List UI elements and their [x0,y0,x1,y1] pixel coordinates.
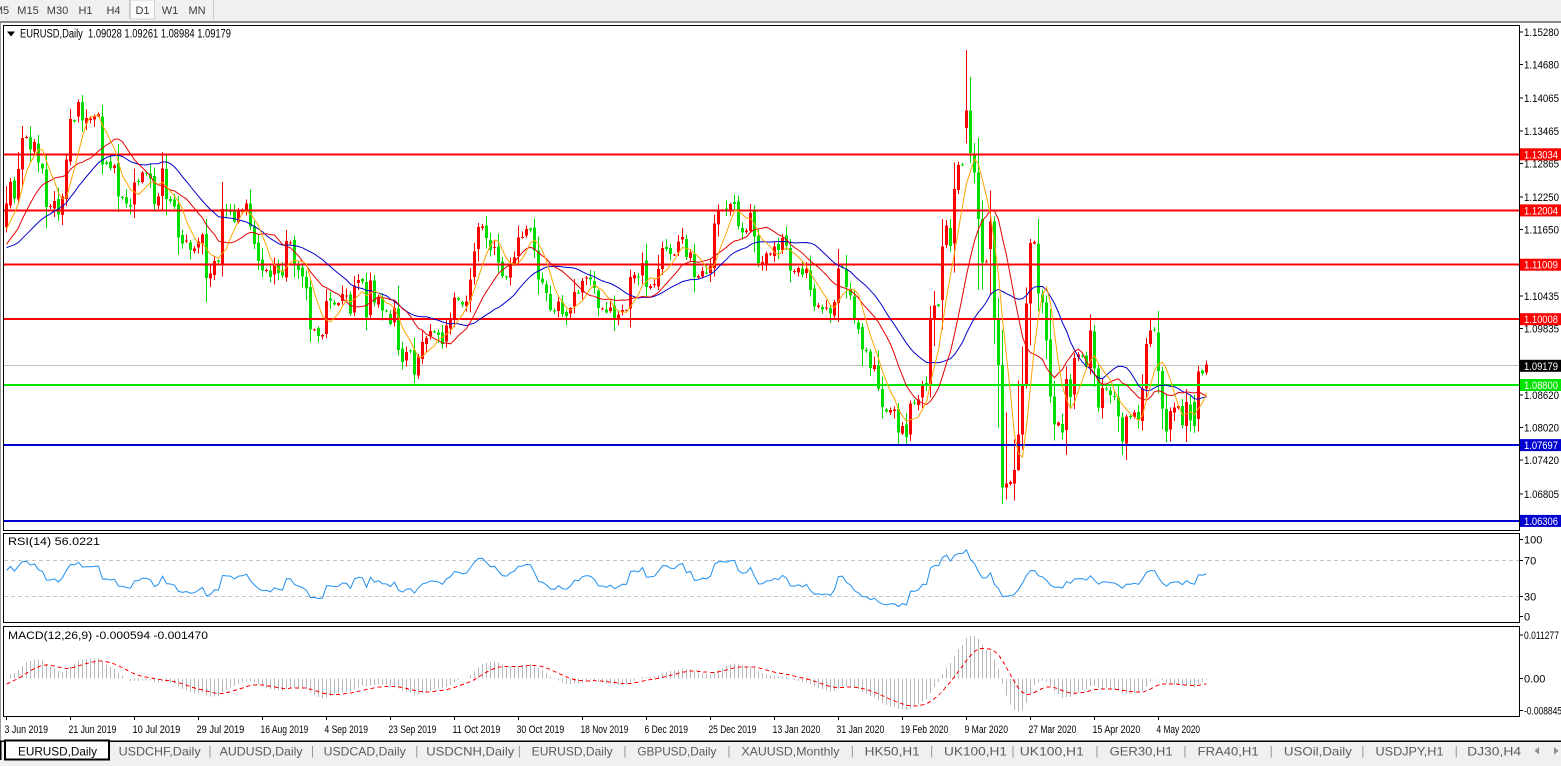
svg-text:3 Jun 2019: 3 Jun 2019 [5,724,49,736]
svg-text:1.12004: 1.12004 [1524,205,1558,217]
svg-text:21 Jun 2019: 21 Jun 2019 [69,724,117,736]
svg-text:DJ30,H4: DJ30,H4 [1467,745,1521,759]
svg-text:100: 100 [1524,535,1542,547]
svg-text:USOil,Daily: USOil,Daily [1284,745,1352,759]
svg-text:10 Jul 2019: 10 Jul 2019 [133,724,181,736]
svg-text:1.15280: 1.15280 [1524,27,1559,39]
svg-text:M30: M30 [47,5,68,17]
svg-text:H4: H4 [106,5,120,17]
svg-text:EURUSD,Daily 1.09028 1.09261: EURUSD,Daily 1.09028 1.09261 1.08984 1.0… [20,29,231,41]
svg-text:|: | [311,746,314,758]
svg-text:1.08800: 1.08800 [1524,380,1558,392]
svg-text:1.12250: 1.12250 [1524,192,1559,204]
svg-text:USDCNH,Daily: USDCNH,Daily [426,745,514,759]
svg-text:23 Sep 2019: 23 Sep 2019 [389,724,437,736]
svg-text:31 Jan 2020: 31 Jan 2020 [837,724,885,736]
svg-text:1.10435: 1.10435 [1524,291,1559,303]
svg-text:D1: D1 [135,5,149,17]
svg-text:MACD(12,26,9) -0.000594 -0.001: MACD(12,26,9) -0.000594 -0.001470 [8,630,208,642]
svg-text:|: | [209,746,212,758]
svg-text:1.11650: 1.11650 [1524,225,1559,237]
svg-text:1.10008: 1.10008 [1524,314,1558,326]
svg-text:|: | [1455,746,1458,758]
svg-text:18 Nov 2019: 18 Nov 2019 [581,724,629,736]
svg-text:GBPUSD,Daily: GBPUSD,Daily [637,745,716,759]
svg-text:|: | [1096,746,1099,758]
svg-text:|: | [1361,746,1364,758]
svg-text:|: | [851,746,854,758]
svg-text:1.09179: 1.09179 [1524,361,1558,373]
svg-text:USDCAD,Daily: USDCAD,Daily [324,745,406,759]
svg-text:1.07697: 1.07697 [1524,440,1558,452]
svg-text:1.07420: 1.07420 [1524,455,1559,467]
svg-text:9 Mar 2020: 9 Mar 2020 [965,724,1009,736]
svg-text:1.08620: 1.08620 [1524,390,1559,402]
svg-text:MN: MN [188,5,205,17]
svg-text:|: | [1184,746,1187,758]
svg-text:4 Sep 2019: 4 Sep 2019 [325,724,369,736]
svg-text:70: 70 [1524,555,1536,567]
svg-text:UK100,H1: UK100,H1 [944,745,1007,759]
svg-text:30: 30 [1524,592,1536,604]
svg-text:|: | [930,746,933,758]
svg-text:25 Dec 2019: 25 Dec 2019 [709,724,757,736]
svg-text:1.08020: 1.08020 [1524,423,1559,435]
svg-text:USDCHF,Daily: USDCHF,Daily [119,745,201,759]
svg-text:|: | [518,746,521,758]
svg-text:|: | [1270,746,1273,758]
svg-text:29 Jul 2019: 29 Jul 2019 [197,724,245,736]
svg-text:1.09835: 1.09835 [1524,324,1559,336]
svg-text:|: | [728,746,731,758]
svg-text:|: | [1012,746,1015,758]
svg-text:30 Oct 2019: 30 Oct 2019 [517,724,565,736]
svg-text:11 Oct 2019: 11 Oct 2019 [453,724,501,736]
svg-text:1.11009: 1.11009 [1524,260,1558,272]
svg-text:GER30,H1: GER30,H1 [1110,745,1173,759]
svg-text:FRA40,H1: FRA40,H1 [1198,745,1259,759]
svg-text:16 Aug 2019: 16 Aug 2019 [261,724,309,736]
svg-text:1.14065: 1.14065 [1524,93,1559,105]
svg-text:27 Mar 2020: 27 Mar 2020 [1029,724,1077,736]
svg-text:1.13465: 1.13465 [1524,126,1559,138]
svg-text:0.011277: 0.011277 [1524,630,1559,642]
svg-text:15 Apr 2020: 15 Apr 2020 [1093,724,1141,736]
svg-text:1.06306: 1.06306 [1524,516,1558,528]
svg-text:W1: W1 [162,5,179,17]
svg-text:4 May 2020: 4 May 2020 [1157,724,1201,736]
svg-text:H1: H1 [78,5,92,17]
svg-text:EURUSD,Daily: EURUSD,Daily [18,745,97,759]
svg-text:1.12865: 1.12865 [1524,159,1559,171]
svg-text:1.13034: 1.13034 [1524,149,1558,161]
svg-text:UK100,H1: UK100,H1 [1020,745,1084,759]
svg-text:6 Dec 2019: 6 Dec 2019 [645,724,689,736]
svg-text:HK50,H1: HK50,H1 [865,745,920,759]
svg-text:|: | [624,746,627,758]
svg-text:XAUUSD,Monthly: XAUUSD,Monthly [741,745,839,759]
svg-text:0: 0 [1524,612,1530,624]
svg-text:1.14680: 1.14680 [1524,60,1559,72]
svg-text:RSI(14) 56.0221: RSI(14) 56.0221 [8,536,100,548]
svg-text:USDJPY,H1: USDJPY,H1 [1376,745,1444,759]
svg-text:M15: M15 [17,5,38,17]
svg-text:-0.008845: -0.008845 [1524,706,1561,718]
svg-text:AUDUSD,Daily: AUDUSD,Daily [220,745,303,759]
svg-text:0.00: 0.00 [1524,673,1545,685]
svg-text:|: | [415,746,418,758]
svg-text:19 Feb 2020: 19 Feb 2020 [901,724,949,736]
svg-text:1.06805: 1.06805 [1524,489,1559,501]
svg-text:EURUSD,Daily: EURUSD,Daily [532,745,613,759]
svg-text:M5: M5 [0,5,9,17]
svg-text:13 Jan 2020: 13 Jan 2020 [773,724,821,736]
